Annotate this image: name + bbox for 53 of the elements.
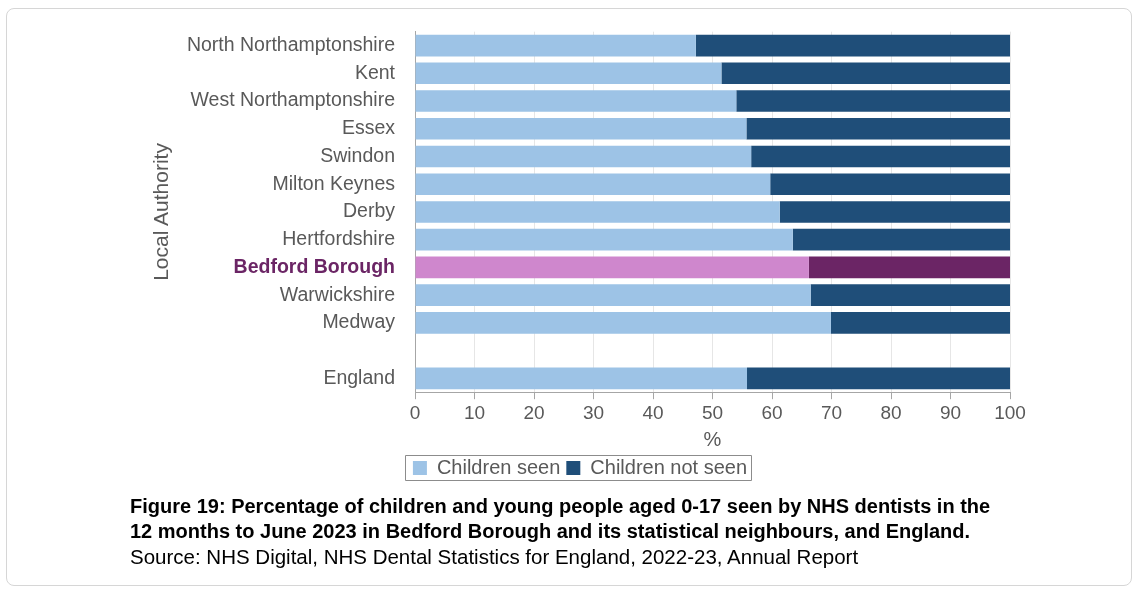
- legend-label: Children seen: [436, 455, 561, 478]
- y-axis-title: Local Authority: [149, 142, 173, 281]
- bar: [415, 201, 780, 223]
- bar: [747, 367, 1010, 390]
- x-tick-label: 10: [463, 401, 486, 423]
- x-tick-label: 40: [642, 401, 664, 423]
- text: Figure 19: Percentage of children and young people aged 0-17 seen by NHS dentists in the 12 months to June 2023 in Bedford Borough and its statistical neighbours, and England.: [130, 494, 992, 544]
- y-tick-label: Kent: [354, 60, 396, 83]
- bar: [779, 201, 1010, 223]
- bar: [746, 117, 1010, 140]
- x-tick-label: 80: [880, 401, 902, 423]
- bar: [810, 284, 1010, 306]
- bar: [415, 228, 793, 251]
- x-axis-title: %: [703, 427, 722, 450]
- bar: [415, 117, 747, 140]
- y-tick-label: West Northamptonshire: [190, 88, 395, 111]
- x-tick-label: 0: [409, 401, 421, 423]
- y-tick-label: England: [323, 365, 395, 388]
- y-tick-label: Hertfordshire: [282, 227, 395, 250]
- bar: [736, 90, 1010, 112]
- y-tick-label: Medway: [322, 310, 396, 333]
- bar: [695, 34, 1010, 57]
- y-tick-label: Milton Keynes: [272, 171, 396, 194]
- y-tick-label: Essex: [341, 116, 396, 139]
- bar: [415, 173, 771, 196]
- bar: [415, 145, 752, 168]
- bar: [792, 228, 1010, 251]
- bar: [721, 62, 1010, 85]
- bar: [415, 62, 722, 85]
- x-tick-label: 70: [820, 401, 843, 423]
- x-tick-label: 60: [761, 401, 783, 423]
- bar: [415, 284, 811, 306]
- bar: [770, 173, 1010, 196]
- y-tick-label: Derby: [342, 199, 396, 222]
- x-tick-label: 100: [994, 401, 1026, 423]
- x-tick-label: 50: [701, 401, 724, 423]
- legend-label: Children not seen: [590, 455, 748, 478]
- y-tick-label: Warwickshire: [279, 282, 395, 305]
- bar: [415, 367, 748, 390]
- bar: [415, 90, 737, 112]
- bar: [830, 312, 1010, 334]
- x-tick-label: 90: [939, 401, 962, 423]
- y-tick-label: North Northamptonshire: [186, 32, 395, 55]
- x-tick-label: 20: [523, 401, 545, 423]
- bar: [808, 256, 1010, 279]
- bar: [415, 34, 696, 57]
- x-tick-label: 30: [582, 401, 605, 423]
- source-note: Source: NHS Digital, NHS Dental Statistics for England, 2022-23, Annual Report: [130, 544, 860, 569]
- y-tick-label: Swindon: [320, 143, 395, 166]
- bar: [751, 145, 1010, 168]
- y-tick-label: Bedford Borough: [233, 254, 395, 277]
- bar: [415, 312, 831, 334]
- bar: [415, 256, 809, 279]
